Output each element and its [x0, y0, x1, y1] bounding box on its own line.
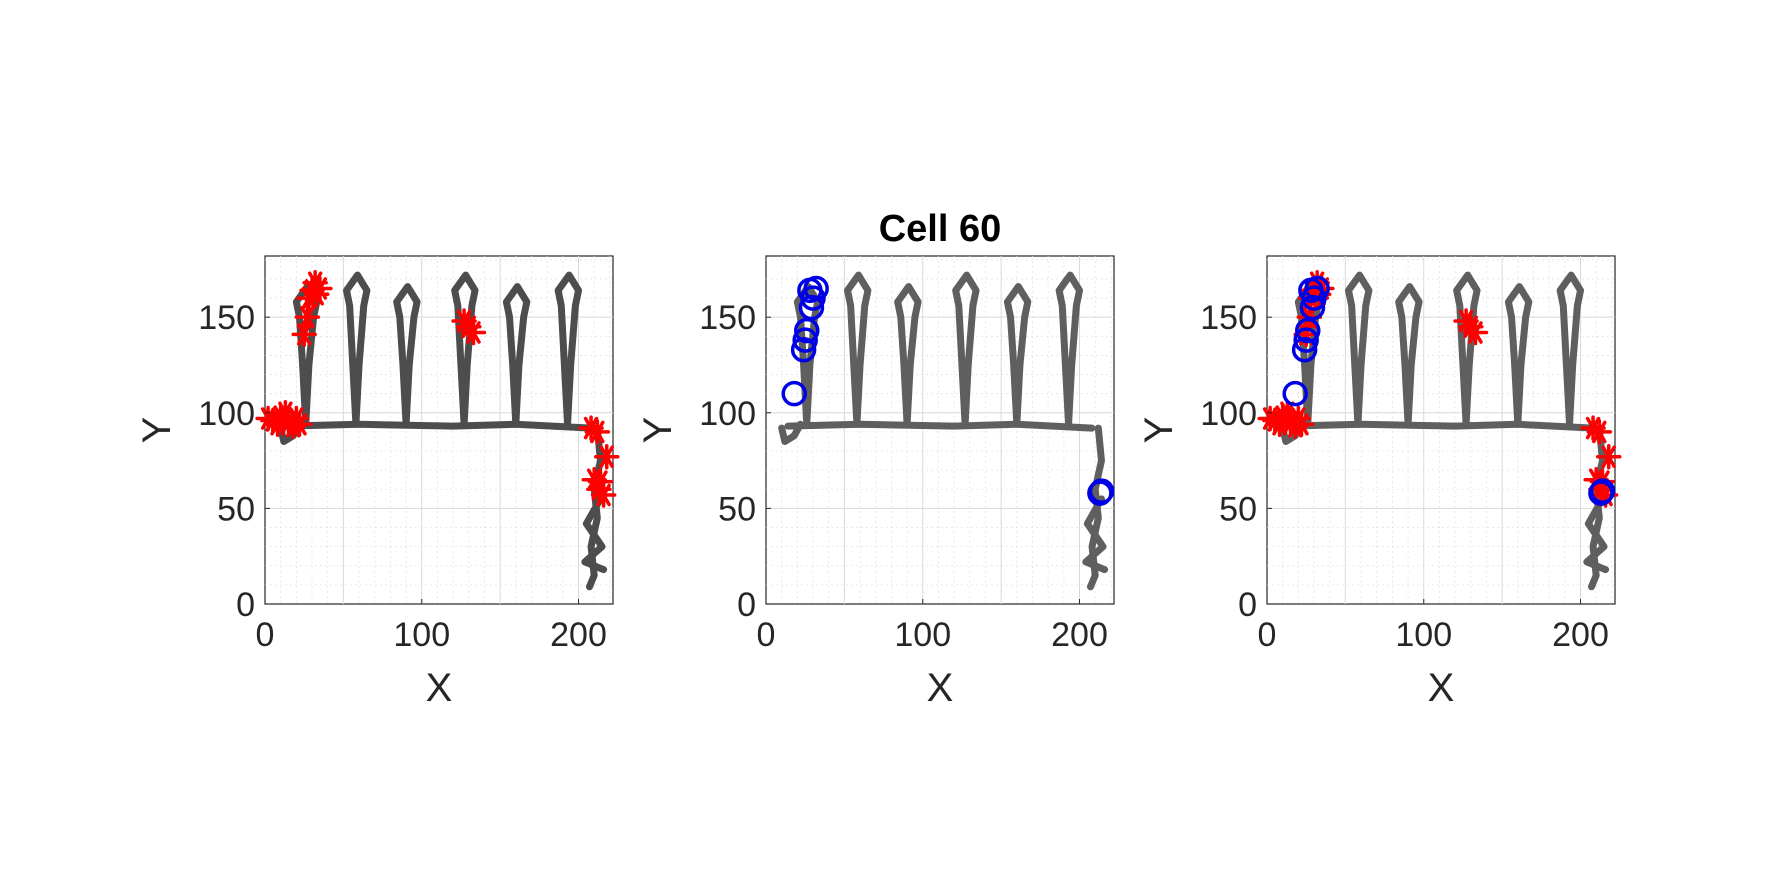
x-tick-label: 0 [256, 616, 275, 654]
grid [766, 256, 1114, 604]
trajectory-arm [1003, 283, 1032, 428]
trajectory-arm [1395, 283, 1423, 428]
panel-right: 0 100 200 0 50 100 150 X Y [1137, 255, 1622, 710]
field-marker [1291, 336, 1318, 363]
spike-marker [307, 275, 333, 302]
axes-frame [264, 255, 614, 605]
trajectory-arm [1556, 271, 1585, 428]
trajectory-arm [502, 283, 531, 428]
trajectory-arm [1345, 271, 1373, 428]
trajectory-right-loop [581, 495, 608, 574]
axes-frame [765, 255, 1115, 605]
y-tick-label: 50 [718, 490, 756, 528]
trajectory-corridor [784, 420, 1096, 432]
trajectory-right-arm [1587, 424, 1606, 591]
spike-marker [593, 444, 620, 470]
y-tick-label: 0 [737, 586, 756, 624]
field-marker [1088, 478, 1115, 504]
y-tick-label: 50 [217, 490, 255, 528]
trajectory-arm [894, 283, 922, 428]
x-tick-label: 100 [894, 616, 951, 654]
trajectory [277, 271, 608, 591]
trajectory-right-loop [1082, 495, 1109, 574]
trajectory-arm [1453, 271, 1481, 428]
field-marker [794, 317, 820, 344]
trajectory-corridor-end [778, 420, 804, 445]
x-tick-label: 200 [1051, 616, 1108, 654]
y-tick-label: 50 [1219, 490, 1257, 528]
x-axis-label: X [927, 666, 954, 710]
spike-marker [294, 304, 321, 330]
trajectory-arm [554, 271, 583, 428]
spike-marker [584, 419, 611, 445]
y-tick-label: 100 [198, 395, 255, 433]
y-tick-label: 150 [198, 299, 255, 337]
panel-left: 0 100 200 0 50 100 150 X Y [135, 255, 620, 710]
spike-marker [1288, 411, 1315, 438]
trajectory-right-arm [585, 424, 604, 591]
field-marker [1282, 380, 1308, 407]
trajectory-corridor [1285, 420, 1597, 432]
y-tick-label: 150 [699, 299, 756, 337]
field-marker [1589, 478, 1616, 504]
x-axis-label: X [426, 666, 453, 710]
spike-marker [1595, 444, 1622, 470]
field-marker [1295, 317, 1321, 344]
x-tick-label: 200 [550, 616, 607, 654]
trajectory-arm [343, 271, 371, 428]
spike-marker [1586, 419, 1613, 445]
grid [1267, 256, 1615, 604]
field-marker [792, 327, 818, 353]
y-axis-label: Y [135, 417, 179, 444]
spike-marker [590, 482, 617, 508]
trajectory-corridor [283, 420, 595, 432]
panel-middle: 0 100 200 0 50 100 150 X Y [636, 255, 1115, 710]
trajectory-arm [1504, 283, 1533, 428]
field-marker [1304, 275, 1330, 302]
field-marker [803, 275, 829, 302]
x-tick-label: 100 [1395, 616, 1452, 654]
trajectory-right-loop [1583, 495, 1610, 574]
y-tick-label: 100 [1200, 395, 1257, 433]
y-tick-label: 0 [236, 586, 255, 624]
x-tick-label: 200 [1552, 616, 1609, 654]
y-tick-label: 0 [1238, 586, 1257, 624]
spike-marker [286, 411, 313, 438]
spike-marker [291, 321, 317, 348]
field-marker [1293, 327, 1319, 353]
x-tick-label: 100 [393, 616, 450, 654]
y-axis-label: Y [1137, 417, 1181, 444]
x-tick-label: 0 [757, 616, 776, 654]
x-tick-label: 0 [1258, 616, 1277, 654]
y-tick-label: 150 [1200, 299, 1257, 337]
axes-frame [1266, 255, 1616, 605]
series-circle [781, 275, 1115, 506]
x-axis-label: X [1428, 666, 1455, 710]
y-tick-label: 100 [699, 395, 756, 433]
y-axis-label: Y [636, 417, 680, 444]
trajectory-arm [844, 271, 872, 428]
trajectory-arm [952, 271, 980, 428]
field-marker [781, 380, 807, 407]
trajectory-arm [393, 283, 421, 428]
series-asterisk [255, 270, 620, 508]
spike-marker [1462, 319, 1489, 346]
trajectory-arm [451, 271, 479, 428]
trajectory-arm [1055, 271, 1084, 428]
series-circle [1282, 275, 1616, 506]
spike-marker [460, 319, 487, 346]
figure-title: Cell 60 [879, 208, 1002, 250]
trajectory-right-arm [1086, 424, 1105, 591]
field-marker [790, 336, 817, 363]
